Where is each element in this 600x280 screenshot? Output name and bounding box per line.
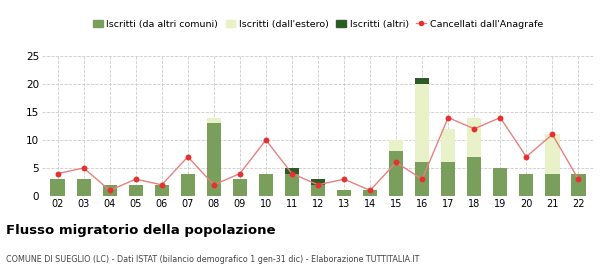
Bar [389,151,403,196]
Bar [519,174,533,196]
Bar [285,174,299,196]
Point [418,177,427,181]
Point [339,177,349,181]
Point [131,177,140,181]
Point [287,171,297,176]
Bar [389,140,403,151]
Bar [415,84,430,162]
Bar [441,129,455,162]
Bar [181,174,195,196]
Bar [467,157,481,196]
Bar [571,174,586,196]
Text: Flusso migratorio della popolazione: Flusso migratorio della popolazione [6,224,275,237]
Bar [415,162,430,196]
Bar [50,179,65,196]
Point [235,171,245,176]
Bar [337,190,351,196]
Bar [415,78,430,84]
Bar [103,185,117,196]
Bar [77,179,91,196]
Point [365,188,375,193]
Bar [545,174,560,196]
Bar [155,185,169,196]
Point [105,188,115,193]
Point [313,183,323,187]
Legend: Iscritti (da altri comuni), Iscritti (dall'estero), Iscritti (altri), Cancellati: Iscritti (da altri comuni), Iscritti (da… [89,16,547,32]
Bar [206,118,221,123]
Bar [311,185,325,196]
Bar [206,123,221,196]
Bar [441,162,455,196]
Bar [467,118,481,157]
Bar [128,185,143,196]
Point [183,155,193,159]
Point [521,155,531,159]
Point [209,183,218,187]
Point [157,183,167,187]
Bar [363,190,377,196]
Point [79,166,88,170]
Bar [311,179,325,185]
Text: COMUNE DI SUEGLIO (LC) - Dati ISTAT (bilancio demografico 1 gen-31 dic) - Elabor: COMUNE DI SUEGLIO (LC) - Dati ISTAT (bil… [6,255,419,264]
Bar [233,179,247,196]
Point [469,127,479,131]
Bar [259,174,273,196]
Point [548,132,557,137]
Point [53,171,62,176]
Point [443,115,453,120]
Point [391,160,401,165]
Bar [285,168,299,174]
Point [261,138,271,142]
Bar [493,168,508,196]
Bar [545,134,560,174]
Point [574,177,583,181]
Point [496,115,505,120]
